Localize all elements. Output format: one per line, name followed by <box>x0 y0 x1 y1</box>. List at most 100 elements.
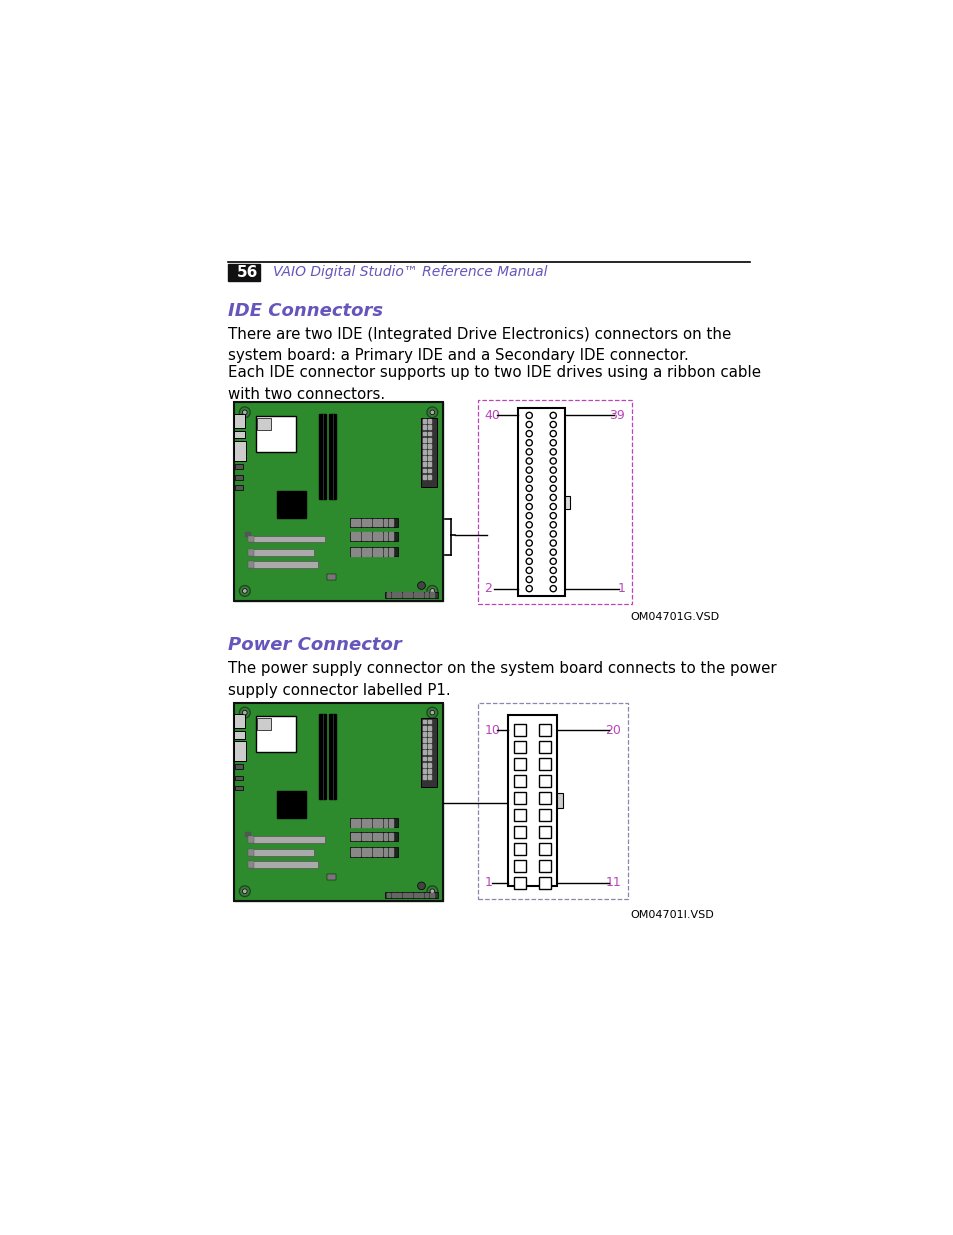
Circle shape <box>525 458 532 464</box>
Bar <box>422 419 426 424</box>
Bar <box>233 703 443 902</box>
Circle shape <box>551 478 555 480</box>
Bar <box>427 456 431 461</box>
Circle shape <box>551 432 555 435</box>
Text: OM04701I.VSD: OM04701I.VSD <box>630 910 714 920</box>
Bar <box>351 819 355 826</box>
Circle shape <box>242 410 247 415</box>
Bar <box>276 490 306 517</box>
Circle shape <box>525 448 532 454</box>
Bar <box>373 532 376 540</box>
Circle shape <box>525 531 532 537</box>
Bar <box>373 519 376 526</box>
Circle shape <box>550 412 556 419</box>
Bar <box>367 548 371 556</box>
Bar <box>507 715 557 885</box>
Bar <box>257 417 271 430</box>
Bar <box>233 431 245 438</box>
Bar <box>350 531 397 541</box>
Bar <box>477 400 631 604</box>
Bar <box>513 809 525 821</box>
Circle shape <box>525 567 532 573</box>
Bar <box>402 593 406 597</box>
Circle shape <box>527 422 531 426</box>
Bar <box>248 548 314 556</box>
Circle shape <box>525 467 532 473</box>
Circle shape <box>239 585 250 597</box>
Bar <box>367 819 371 826</box>
Circle shape <box>427 585 437 597</box>
Circle shape <box>550 585 556 592</box>
Circle shape <box>527 459 531 463</box>
Bar <box>422 751 426 755</box>
Circle shape <box>527 559 531 563</box>
Circle shape <box>427 406 437 417</box>
Text: There are two IDE (Integrated Drive Electronics) connectors on the
system board:: There are two IDE (Integrated Drive Elec… <box>228 327 730 363</box>
Bar <box>424 893 428 898</box>
Circle shape <box>551 541 555 545</box>
Bar <box>427 419 431 424</box>
Bar <box>257 718 271 730</box>
Bar <box>356 519 360 526</box>
Circle shape <box>527 495 531 499</box>
Bar <box>367 832 371 841</box>
Bar <box>557 793 562 808</box>
Bar <box>427 431 431 436</box>
Bar <box>513 826 525 839</box>
Bar <box>427 462 431 466</box>
Bar <box>422 425 426 430</box>
Bar <box>248 848 253 856</box>
Circle shape <box>525 558 532 564</box>
Circle shape <box>527 441 531 445</box>
Circle shape <box>525 540 532 546</box>
Bar <box>427 443 431 448</box>
Bar <box>422 443 426 448</box>
Bar <box>427 769 431 773</box>
Circle shape <box>551 578 555 582</box>
Bar <box>233 703 443 902</box>
Circle shape <box>525 577 532 583</box>
Circle shape <box>550 440 556 446</box>
Circle shape <box>527 568 531 572</box>
Bar <box>255 416 295 452</box>
Circle shape <box>417 882 425 889</box>
Circle shape <box>527 505 531 509</box>
Bar <box>427 474 431 478</box>
Bar <box>517 408 564 597</box>
Bar <box>427 751 431 755</box>
Text: IDE Connectors: IDE Connectors <box>228 303 382 320</box>
Circle shape <box>430 710 435 715</box>
Circle shape <box>525 477 532 483</box>
Bar <box>233 731 245 739</box>
Bar <box>537 724 550 736</box>
Bar <box>537 758 550 771</box>
Bar <box>537 741 550 753</box>
Bar <box>383 819 387 826</box>
Bar <box>427 468 431 472</box>
Bar <box>235 464 243 468</box>
Bar <box>537 860 550 872</box>
Circle shape <box>550 421 556 427</box>
Bar <box>350 847 397 857</box>
Bar <box>235 776 243 781</box>
Circle shape <box>527 468 531 472</box>
Bar <box>537 776 550 787</box>
Text: Each IDE connector supports up to two IDE drives using a ribbon cable
with two c: Each IDE connector supports up to two ID… <box>228 366 760 401</box>
Bar <box>356 819 360 826</box>
Circle shape <box>551 524 555 526</box>
Bar <box>427 450 431 454</box>
Circle shape <box>550 521 556 527</box>
Circle shape <box>550 513 556 519</box>
Bar <box>248 861 317 868</box>
Bar <box>350 517 397 527</box>
Circle shape <box>527 551 531 553</box>
Bar <box>356 532 360 540</box>
Bar <box>537 826 550 839</box>
Text: The power supply connector on the system board connects to the power
supply conn: The power supply connector on the system… <box>228 661 776 698</box>
Circle shape <box>550 558 556 564</box>
Bar <box>350 547 397 556</box>
Circle shape <box>527 541 531 545</box>
Circle shape <box>527 514 531 517</box>
Circle shape <box>527 487 531 490</box>
Circle shape <box>527 432 531 435</box>
